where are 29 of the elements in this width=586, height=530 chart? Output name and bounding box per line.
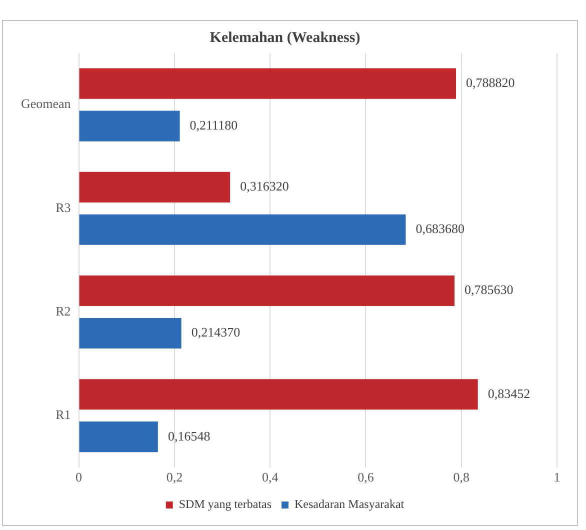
data-label: 0,83452 [488, 386, 530, 401]
y-tick-label: R3 [56, 200, 71, 215]
legend-label: SDM yang terbatas [178, 497, 272, 512]
data-label: 0,683680 [416, 221, 464, 236]
y-tick-label: R1 [56, 407, 71, 422]
bar [79, 68, 456, 99]
chart-title: Kelemahan (Weakness) [210, 30, 360, 46]
x-tick-label: 0,8 [453, 470, 470, 485]
bar [79, 422, 158, 452]
x-tick-label: 0,4 [262, 470, 279, 485]
bar [79, 172, 230, 202]
y-tick-label: Geomean [21, 96, 72, 112]
bar [79, 379, 478, 410]
data-label: 0,316320 [240, 178, 289, 194]
data-label: 0,785630 [464, 282, 514, 298]
y-tick-label: R2 [56, 303, 71, 318]
data-label: 0,16548 [168, 428, 210, 444]
data-label: 0,214370 [191, 324, 240, 340]
bar [79, 275, 454, 306]
x-tick-label: 0,2 [166, 470, 183, 485]
x-tick-label: 1 [554, 470, 560, 485]
legend-label: Kesadaran Masyarakat [294, 497, 405, 512]
bar [79, 110, 180, 142]
bar [79, 318, 182, 349]
x-tick-label: 0,6 [358, 470, 374, 485]
x-tick-label: 0 [76, 470, 82, 485]
bar [79, 214, 406, 245]
data-label: 0,788820 [466, 74, 515, 90]
data-label: 0,211180 [190, 117, 238, 132]
